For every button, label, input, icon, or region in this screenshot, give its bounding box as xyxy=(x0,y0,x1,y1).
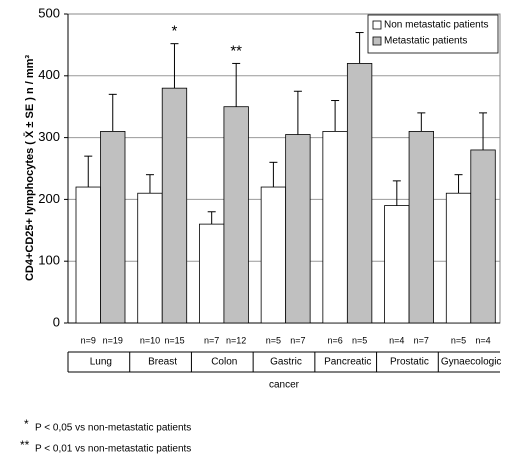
bar xyxy=(408,131,434,324)
footnote-mark: ** xyxy=(20,438,30,452)
n-label: n=5 xyxy=(451,335,466,345)
n-label: n=4 xyxy=(475,335,490,345)
bar xyxy=(470,149,496,324)
y-tick-label: 500 xyxy=(38,5,60,20)
n-label: n=19 xyxy=(103,335,123,345)
x-axis-title: cancer xyxy=(269,380,300,391)
n-label: n=12 xyxy=(226,335,246,345)
n-label: n=10 xyxy=(140,335,160,345)
n-label: n=5 xyxy=(352,335,367,345)
n-label: n=6 xyxy=(327,335,342,345)
legend: Non metastatic patients Metastatic patien… xyxy=(367,14,499,54)
bar xyxy=(137,192,163,324)
legend-swatch xyxy=(372,36,382,46)
legend-label: Metastatic patients xyxy=(384,36,467,47)
n-label: n=5 xyxy=(266,335,281,345)
bar xyxy=(285,134,311,324)
bar xyxy=(445,192,472,324)
x-tick-label: Gastric xyxy=(270,357,302,368)
y-tick-label: 400 xyxy=(38,67,60,82)
bar xyxy=(199,223,225,324)
x-tick-label: Lung xyxy=(90,357,112,368)
n-label: n=7 xyxy=(204,335,219,345)
significance: * xyxy=(172,23,178,40)
footnote: P < 0,01 vs non-metastatic patients xyxy=(35,444,191,455)
x-tick-label: Breast xyxy=(148,357,177,368)
significance: ** xyxy=(230,42,242,59)
n-label: n=9 xyxy=(81,335,96,345)
bar xyxy=(322,131,348,324)
y-tick-label: 200 xyxy=(38,191,60,206)
bar xyxy=(223,106,249,324)
bar xyxy=(100,131,126,324)
bar xyxy=(384,205,410,324)
n-label: n=15 xyxy=(164,335,184,345)
bar xyxy=(75,186,101,324)
bar xyxy=(346,63,373,324)
bar xyxy=(260,186,287,324)
n-label: n=7 xyxy=(290,335,305,345)
x-tick-label: Gynaecologic xyxy=(441,357,502,368)
x-tick-label: Prostatic xyxy=(390,357,429,368)
y-tick-label: 300 xyxy=(38,129,60,144)
n-label: n=7 xyxy=(414,335,429,345)
footnote: P < 0,05 vs non-metastatic patients xyxy=(35,423,191,434)
x-tick-label: Pancreatic xyxy=(324,357,371,368)
y-tick-label: 0 xyxy=(53,314,60,329)
legend-label: Non metastatic patients xyxy=(384,20,489,31)
y-tick-label: 100 xyxy=(38,253,60,268)
legend-swatch xyxy=(372,20,382,30)
n-label: n=4 xyxy=(389,335,404,345)
legend-box xyxy=(367,14,499,54)
x-tick-label: Colon xyxy=(211,357,237,368)
footnote-mark: * xyxy=(24,417,29,431)
y-axis-title: CD4+CD25+ lymphocytes ( X̄ ± SE ) n / mm… xyxy=(24,55,36,281)
bar xyxy=(161,87,188,324)
